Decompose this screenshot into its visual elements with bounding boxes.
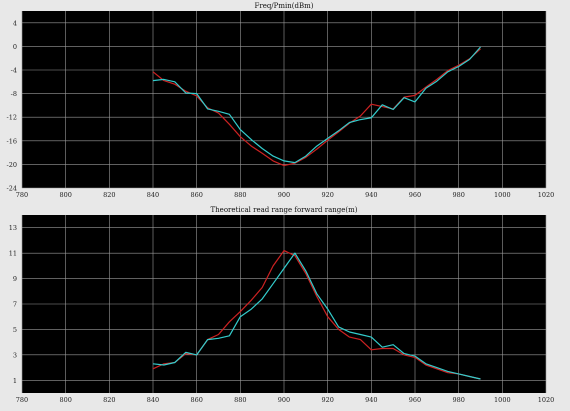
chart-title: Theoretical read range forward range(m) [211, 206, 358, 214]
x-tick-label: 820 [103, 396, 115, 404]
x-tick-label: 980 [452, 396, 464, 404]
x-tick-label: 800 [59, 396, 71, 404]
y-tick-label: 9 [13, 275, 17, 283]
x-tick-label: 1000 [494, 191, 511, 199]
x-tick-label: 820 [103, 191, 115, 199]
y-tick-label: 11 [9, 250, 17, 258]
x-tick-label: 900 [278, 396, 290, 404]
y-tick-label: -4 [11, 67, 17, 75]
x-tick-label: 900 [278, 191, 290, 199]
series-line-red [152, 48, 481, 167]
chart-panel-bottom: Theoretical read range forward range(m) 7… [9, 206, 555, 404]
y-tick-label: -24 [7, 185, 17, 193]
x-tick-label: 960 [409, 191, 421, 199]
y-tick-label: 5 [13, 326, 17, 334]
y-tick-label: -8 [11, 90, 17, 98]
x-tick-label: 860 [190, 396, 202, 404]
y-tick-label: 7 [13, 301, 17, 309]
x-tick-label: 1020 [538, 191, 555, 199]
x-tick-label: 840 [147, 191, 159, 199]
chart-title: Freq/Pmin(dBm) [254, 2, 313, 10]
x-tick-label: 780 [16, 396, 28, 404]
x-tick-label: 800 [59, 191, 71, 199]
y-tick-label: 4 [13, 19, 17, 27]
x-tick-label: 920 [321, 396, 333, 404]
x-tick-label: 940 [365, 191, 377, 199]
x-tick-label: 980 [452, 191, 464, 199]
y-tick-label: 0 [13, 43, 17, 51]
chart-panel-top: Freq/Pmin(dBm) 780 800 820 840 860 880 900 920 94… [7, 2, 555, 199]
x-tick-label: 840 [147, 396, 159, 404]
x-tick-label: 920 [321, 191, 333, 199]
y-tick-label: -16 [7, 137, 17, 145]
series-line-cyan [152, 46, 481, 164]
y-tick-label: 3 [13, 351, 17, 359]
y-tick-label: -20 [7, 161, 17, 169]
y-tick-label: 13 [9, 224, 17, 232]
x-tick-label: 960 [409, 396, 421, 404]
x-tick-label: 860 [190, 191, 202, 199]
x-tick-label: 940 [365, 396, 377, 404]
y-tick-label: -12 [7, 114, 17, 122]
x-tick-label: 880 [234, 396, 246, 404]
x-tick-label: 780 [16, 191, 28, 199]
x-tick-label: 1020 [538, 396, 555, 404]
x-tick-label: 1000 [494, 396, 511, 404]
x-tick-label: 880 [234, 191, 246, 199]
y-tick-label: 1 [13, 377, 17, 385]
series-line-cyan [152, 252, 481, 380]
